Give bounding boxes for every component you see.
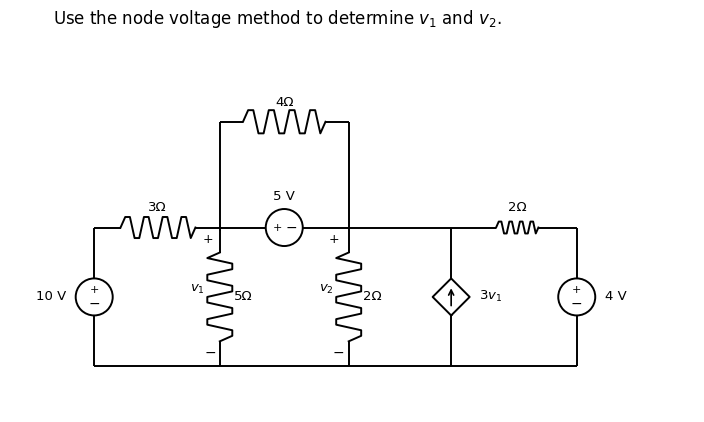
Text: 4 V: 4 V [605, 290, 627, 303]
Text: −: − [89, 297, 100, 311]
Text: −: − [571, 297, 583, 311]
Text: +: + [329, 233, 339, 246]
Text: 10 V: 10 V [36, 290, 66, 303]
Text: +: + [203, 233, 213, 246]
Text: 3Ω: 3Ω [148, 200, 166, 214]
Text: −: − [333, 346, 344, 360]
Text: +: + [89, 285, 99, 295]
Text: $v_2$: $v_2$ [320, 282, 334, 295]
Text: +: + [272, 222, 282, 233]
Text: −: − [204, 346, 215, 360]
Text: $v_1$: $v_1$ [190, 282, 206, 295]
Text: $3v_1$: $3v_1$ [479, 289, 502, 305]
Text: +: + [572, 285, 582, 295]
Text: 5 V: 5 V [273, 190, 295, 203]
Text: 2Ω: 2Ω [363, 290, 382, 303]
Text: −: − [285, 221, 296, 235]
Text: Use the node voltage method to determine $v_1$ and $v_2$.: Use the node voltage method to determine… [54, 8, 502, 30]
Text: 2Ω: 2Ω [508, 200, 527, 214]
Text: 4Ω: 4Ω [275, 95, 294, 108]
Text: 5Ω: 5Ω [234, 290, 253, 303]
